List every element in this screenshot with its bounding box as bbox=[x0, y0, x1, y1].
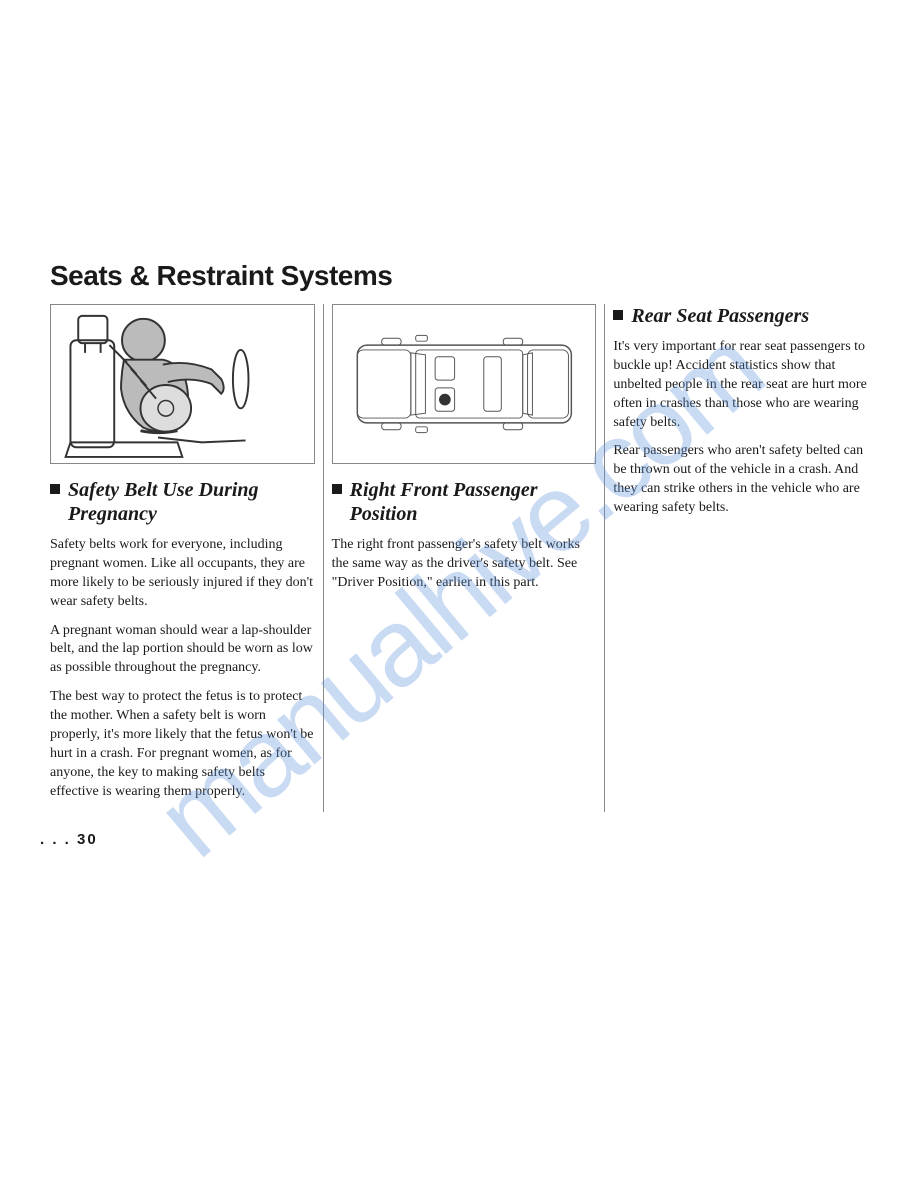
column-1: Safety Belt Use During Pregnancy Safety … bbox=[50, 304, 323, 812]
column-3: Rear Seat Passengers It's very important… bbox=[604, 304, 878, 812]
page-title: Seats & Restraint Systems bbox=[50, 260, 878, 292]
col1-heading: Safety Belt Use During Pregnancy bbox=[50, 478, 315, 526]
column-2: Right Front Passenger Position The right… bbox=[323, 304, 605, 812]
page-number: . . . 30 bbox=[40, 831, 98, 848]
col2-para-1: The right front passenger's safety belt … bbox=[332, 536, 597, 593]
col1-para-3: The best way to protect the fetus is to … bbox=[50, 688, 315, 801]
car-topview-illustration bbox=[332, 304, 597, 464]
col3-heading: Rear Seat Passengers bbox=[613, 304, 878, 328]
col2-heading: Right Front Passenger Position bbox=[332, 478, 597, 526]
col3-para-1: It's very important for rear seat passen… bbox=[613, 338, 878, 432]
pregnancy-seatbelt-illustration bbox=[50, 304, 315, 464]
col1-para-1: Safety belts work for everyone, includin… bbox=[50, 536, 315, 612]
col1-para-2: A pregnant woman should wear a lap-shoul… bbox=[50, 622, 315, 679]
col3-para-2: Rear passengers who aren't safety belted… bbox=[613, 442, 878, 518]
content-columns: Safety Belt Use During Pregnancy Safety … bbox=[50, 304, 878, 812]
